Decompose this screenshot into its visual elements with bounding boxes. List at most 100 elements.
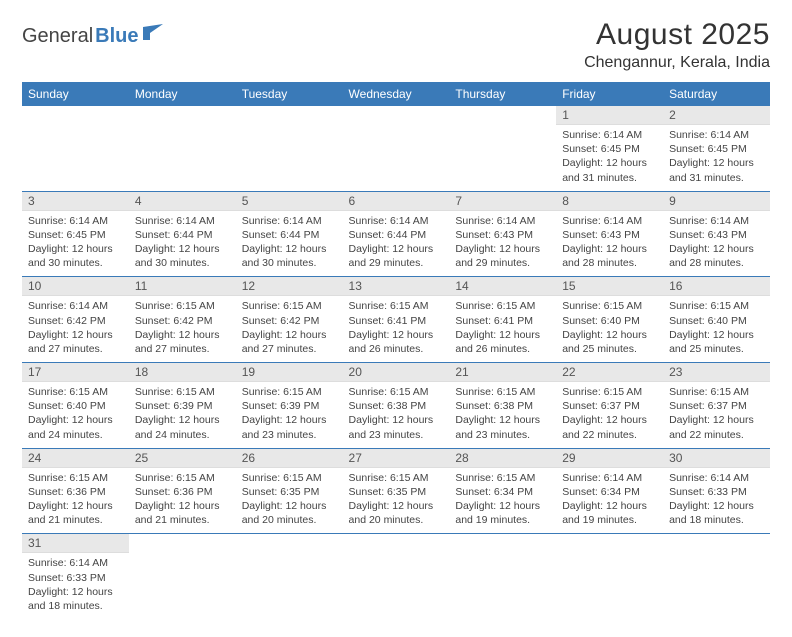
day-details: Sunrise: 6:15 AMSunset: 6:39 PMDaylight:… <box>236 382 343 448</box>
day-detail-line: and 18 minutes. <box>28 599 123 613</box>
day-detail-line: Daylight: 12 hours <box>349 499 444 513</box>
day-number: 19 <box>236 363 343 382</box>
day-detail-line: and 23 minutes. <box>349 428 444 442</box>
day-detail-line: and 22 minutes. <box>669 428 764 442</box>
calendar-week-row: 24Sunrise: 6:15 AMSunset: 6:36 PMDayligh… <box>22 448 770 534</box>
day-detail-line: and 31 minutes. <box>562 171 657 185</box>
day-detail-line: Sunset: 6:34 PM <box>455 485 550 499</box>
day-detail-line: Daylight: 12 hours <box>455 242 550 256</box>
day-detail-line: Daylight: 12 hours <box>669 242 764 256</box>
day-details: Sunrise: 6:14 AMSunset: 6:43 PMDaylight:… <box>663 211 770 277</box>
logo-text-2: Blue <box>95 25 138 48</box>
calendar-cell: 23Sunrise: 6:15 AMSunset: 6:37 PMDayligh… <box>663 363 770 449</box>
calendar-cell: 5Sunrise: 6:14 AMSunset: 6:44 PMDaylight… <box>236 191 343 277</box>
day-details: Sunrise: 6:14 AMSunset: 6:44 PMDaylight:… <box>236 211 343 277</box>
logo-text-1: General <box>22 25 93 48</box>
calendar-cell: 15Sunrise: 6:15 AMSunset: 6:40 PMDayligh… <box>556 277 663 363</box>
day-detail-line: Daylight: 12 hours <box>562 328 657 342</box>
day-detail-line: Sunrise: 6:15 AM <box>349 471 444 485</box>
day-detail-line: and 27 minutes. <box>135 342 230 356</box>
day-detail-line: and 30 minutes. <box>28 256 123 270</box>
day-details: Sunrise: 6:15 AMSunset: 6:38 PMDaylight:… <box>343 382 450 448</box>
day-detail-line: Sunset: 6:43 PM <box>669 228 764 242</box>
day-detail-line: Sunset: 6:42 PM <box>135 314 230 328</box>
day-details: Sunrise: 6:15 AMSunset: 6:42 PMDaylight:… <box>129 296 236 362</box>
logo-flag-icon <box>143 24 165 40</box>
day-number: 22 <box>556 363 663 382</box>
day-number: 4 <box>129 192 236 211</box>
day-detail-line: Sunrise: 6:15 AM <box>669 299 764 313</box>
day-details: Sunrise: 6:15 AMSunset: 6:40 PMDaylight:… <box>663 296 770 362</box>
day-detail-line: Sunset: 6:40 PM <box>669 314 764 328</box>
day-detail-line: and 23 minutes. <box>455 428 550 442</box>
day-details: Sunrise: 6:15 AMSunset: 6:37 PMDaylight:… <box>663 382 770 448</box>
calendar-cell <box>236 106 343 191</box>
day-detail-line: and 28 minutes. <box>669 256 764 270</box>
day-detail-line: and 24 minutes. <box>28 428 123 442</box>
day-detail-line: Daylight: 12 hours <box>669 413 764 427</box>
day-detail-line: Sunset: 6:42 PM <box>28 314 123 328</box>
day-details: Sunrise: 6:14 AMSunset: 6:33 PMDaylight:… <box>663 468 770 534</box>
day-detail-line: Sunrise: 6:14 AM <box>562 471 657 485</box>
calendar-cell: 16Sunrise: 6:15 AMSunset: 6:40 PMDayligh… <box>663 277 770 363</box>
day-number: 7 <box>449 192 556 211</box>
day-detail-line: Daylight: 12 hours <box>349 413 444 427</box>
day-details: Sunrise: 6:15 AMSunset: 6:40 PMDaylight:… <box>556 296 663 362</box>
calendar-cell: 21Sunrise: 6:15 AMSunset: 6:38 PMDayligh… <box>449 363 556 449</box>
day-detail-line: Daylight: 12 hours <box>135 499 230 513</box>
day-detail-line: Daylight: 12 hours <box>28 328 123 342</box>
day-detail-line: and 27 minutes. <box>242 342 337 356</box>
day-detail-line: Sunrise: 6:14 AM <box>242 214 337 228</box>
day-detail-line: and 26 minutes. <box>349 342 444 356</box>
calendar-cell: 13Sunrise: 6:15 AMSunset: 6:41 PMDayligh… <box>343 277 450 363</box>
day-detail-line: Sunset: 6:44 PM <box>135 228 230 242</box>
day-number: 16 <box>663 277 770 296</box>
day-detail-line: Sunset: 6:44 PM <box>349 228 444 242</box>
calendar-cell: 14Sunrise: 6:15 AMSunset: 6:41 PMDayligh… <box>449 277 556 363</box>
calendar-cell: 11Sunrise: 6:15 AMSunset: 6:42 PMDayligh… <box>129 277 236 363</box>
day-detail-line: Sunset: 6:36 PM <box>135 485 230 499</box>
day-detail-line: Sunrise: 6:14 AM <box>562 128 657 142</box>
day-detail-line: Daylight: 12 hours <box>669 499 764 513</box>
day-details: Sunrise: 6:14 AMSunset: 6:34 PMDaylight:… <box>556 468 663 534</box>
calendar-cell <box>129 106 236 191</box>
day-detail-line: Sunset: 6:42 PM <box>242 314 337 328</box>
day-detail-line: Sunset: 6:45 PM <box>562 142 657 156</box>
month-title: August 2025 <box>584 18 770 52</box>
day-number: 11 <box>129 277 236 296</box>
day-detail-line: Sunset: 6:35 PM <box>242 485 337 499</box>
logo: GeneralBlue <box>22 18 165 48</box>
calendar-cell: 17Sunrise: 6:15 AMSunset: 6:40 PMDayligh… <box>22 363 129 449</box>
calendar-cell: 30Sunrise: 6:14 AMSunset: 6:33 PMDayligh… <box>663 448 770 534</box>
day-detail-line: Daylight: 12 hours <box>242 499 337 513</box>
day-detail-line: Daylight: 12 hours <box>135 328 230 342</box>
day-details: Sunrise: 6:15 AMSunset: 6:42 PMDaylight:… <box>236 296 343 362</box>
calendar-week-row: 3Sunrise: 6:14 AMSunset: 6:45 PMDaylight… <box>22 191 770 277</box>
day-detail-line: Sunrise: 6:15 AM <box>455 385 550 399</box>
day-detail-line: and 31 minutes. <box>669 171 764 185</box>
day-detail-line: Sunset: 6:38 PM <box>455 399 550 413</box>
day-number: 31 <box>22 534 129 553</box>
day-detail-line: and 21 minutes. <box>135 513 230 527</box>
day-details: Sunrise: 6:14 AMSunset: 6:44 PMDaylight:… <box>343 211 450 277</box>
day-details: Sunrise: 6:14 AMSunset: 6:45 PMDaylight:… <box>663 125 770 191</box>
day-detail-line: and 27 minutes. <box>28 342 123 356</box>
day-detail-line: Sunset: 6:41 PM <box>455 314 550 328</box>
day-detail-line: Daylight: 12 hours <box>242 413 337 427</box>
day-detail-line: Daylight: 12 hours <box>349 242 444 256</box>
day-number: 15 <box>556 277 663 296</box>
day-detail-line: Sunrise: 6:15 AM <box>455 299 550 313</box>
day-detail-line: and 25 minutes. <box>669 342 764 356</box>
day-number: 14 <box>449 277 556 296</box>
day-detail-line: and 26 minutes. <box>455 342 550 356</box>
calendar-cell: 31Sunrise: 6:14 AMSunset: 6:33 PMDayligh… <box>22 534 129 619</box>
day-detail-line: Daylight: 12 hours <box>562 413 657 427</box>
calendar-cell: 1Sunrise: 6:14 AMSunset: 6:45 PMDaylight… <box>556 106 663 191</box>
day-number: 28 <box>449 449 556 468</box>
day-details: Sunrise: 6:14 AMSunset: 6:44 PMDaylight:… <box>129 211 236 277</box>
calendar-cell: 2Sunrise: 6:14 AMSunset: 6:45 PMDaylight… <box>663 106 770 191</box>
day-detail-line: and 20 minutes. <box>349 513 444 527</box>
weekday-header: Monday <box>129 82 236 106</box>
day-detail-line: Sunset: 6:34 PM <box>562 485 657 499</box>
day-detail-line: Sunrise: 6:14 AM <box>455 214 550 228</box>
